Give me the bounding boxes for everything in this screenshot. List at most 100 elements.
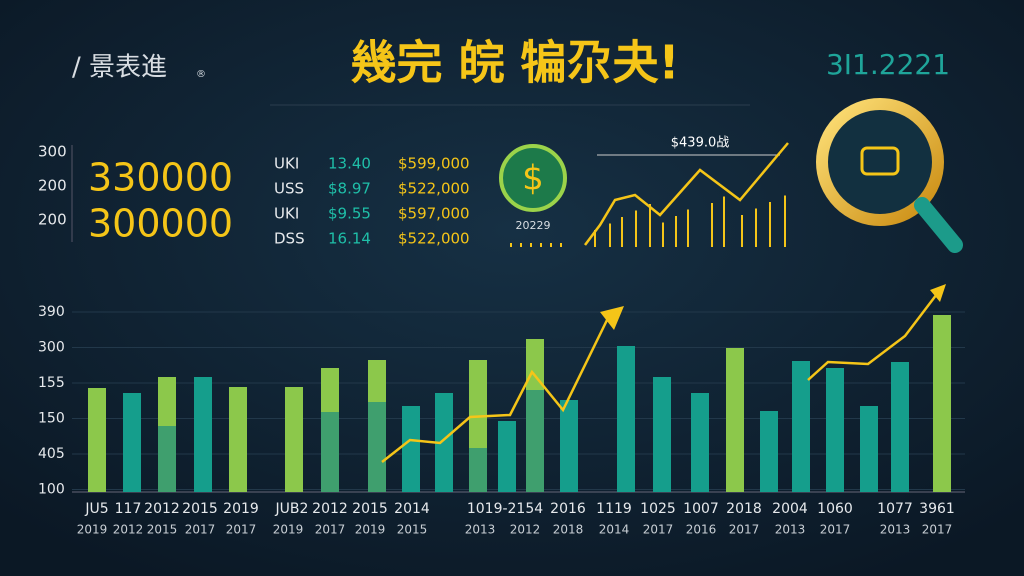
- arrow: [930, 284, 946, 302]
- x-label: 2015: [352, 501, 388, 517]
- table-cell: $599,000: [398, 155, 470, 173]
- icon: [860, 146, 900, 176]
- trend-line: [381, 317, 610, 463]
- table-cell: $522,000: [398, 230, 470, 248]
- x-sublabel: 2019: [355, 523, 386, 537]
- table-cell: $522,000: [398, 180, 470, 198]
- y-label: 405: [38, 446, 65, 462]
- bar: [229, 387, 247, 492]
- x-sublabel: 2013: [465, 523, 496, 537]
- x-label: 2016: [550, 501, 586, 517]
- big-number: 330000: [88, 156, 233, 200]
- bar: [933, 315, 951, 492]
- bar: [617, 346, 635, 492]
- x-sublabel: 2017: [820, 523, 851, 537]
- coin: [499, 144, 567, 212]
- code: 3I1.2221: [826, 48, 950, 81]
- table-cell: $9.55: [328, 205, 371, 223]
- coin-symbol: $: [522, 159, 544, 199]
- y-label: 300: [38, 340, 65, 356]
- bar: [88, 388, 106, 492]
- x-label: 1025: [640, 501, 676, 517]
- table-cell: 13.40: [328, 155, 371, 173]
- x-label: 2004: [772, 501, 808, 517]
- x-sublabel: 2019: [273, 523, 304, 537]
- y-label: 100: [38, 482, 65, 498]
- table-cell: $8.97: [328, 180, 371, 198]
- x-label: 3961: [919, 501, 955, 517]
- x-sublabel: 2017: [226, 523, 257, 537]
- x-sublabel: 2015: [147, 523, 178, 537]
- x-sublabel: 2012: [113, 523, 144, 537]
- x-label: JU5: [84, 501, 108, 517]
- bar: [285, 387, 303, 492]
- bar: [653, 377, 671, 492]
- magnifier: [816, 98, 944, 226]
- bar: [760, 411, 778, 492]
- x-label: 2018: [726, 501, 762, 517]
- x-sublabel: 2013: [775, 523, 806, 537]
- x-label: 2012: [312, 501, 348, 517]
- bar: [498, 421, 516, 492]
- y-label: 150: [38, 411, 65, 427]
- bar-lower: [368, 402, 386, 492]
- bar: [792, 361, 810, 492]
- table-cell: UKI: [274, 205, 299, 223]
- x-sublabel: 2018: [553, 523, 584, 537]
- x-label: 2019: [223, 501, 259, 517]
- x-label: 2014: [394, 501, 430, 517]
- x-sublabel: 2015: [397, 523, 428, 537]
- logo: / 景表進: [72, 53, 167, 83]
- y-label: 390: [38, 304, 65, 320]
- bar: [726, 348, 744, 492]
- mini-trend: [584, 142, 789, 246]
- table-cell: $597,000: [398, 205, 470, 223]
- arrow: [600, 306, 624, 330]
- bar: [691, 393, 709, 492]
- x-label: JUB2: [275, 501, 309, 517]
- mini-label: $439.0战: [671, 136, 730, 151]
- axis-label: 300: [38, 143, 67, 161]
- x-sublabel: 2012: [510, 523, 541, 537]
- x-label: 1019-2154: [467, 501, 543, 517]
- magnifier-handle: [914, 197, 963, 253]
- x-sublabel: 2013: [880, 523, 911, 537]
- bar: [123, 393, 141, 492]
- bar: [402, 406, 420, 492]
- table-cell: UKI: [274, 155, 299, 173]
- big-number: 300000: [88, 202, 233, 246]
- bar: [194, 377, 212, 492]
- x-sublabel: 2017: [185, 523, 216, 537]
- table-cell: DSS: [274, 230, 305, 248]
- x-label: 1060: [817, 501, 853, 517]
- bar: [826, 368, 844, 492]
- x-sublabel: 2017: [315, 523, 346, 537]
- bar: [560, 400, 578, 492]
- x-sublabel: 2014: [599, 523, 630, 537]
- trend-line: [807, 289, 941, 381]
- x-label: 2015: [182, 501, 218, 517]
- x-sublabel: 2019: [77, 523, 108, 537]
- bar: [435, 393, 453, 492]
- bar-lower: [526, 390, 544, 492]
- y-label: 155: [38, 375, 65, 391]
- x-sublabel: 2016: [686, 523, 717, 537]
- logo-mark: ®: [196, 69, 206, 80]
- bar-lower: [321, 412, 339, 492]
- bar-lower: [158, 426, 176, 492]
- x-sublabel: 2017: [922, 523, 953, 537]
- axis-label: 200: [38, 211, 67, 229]
- bar: [860, 406, 878, 492]
- x-label: 1119: [596, 501, 632, 517]
- x-sublabel: 2017: [643, 523, 674, 537]
- x-label: 2012: [144, 501, 180, 517]
- coin-year: 20229: [516, 219, 551, 232]
- bar: [891, 362, 909, 492]
- table-cell: USS: [274, 180, 304, 198]
- x-sublabel: 2017: [729, 523, 760, 537]
- bar-lower: [469, 448, 487, 492]
- x-label: 117: [115, 501, 142, 517]
- table-cell: 16.14: [328, 230, 371, 248]
- x-label: 1077: [877, 501, 913, 517]
